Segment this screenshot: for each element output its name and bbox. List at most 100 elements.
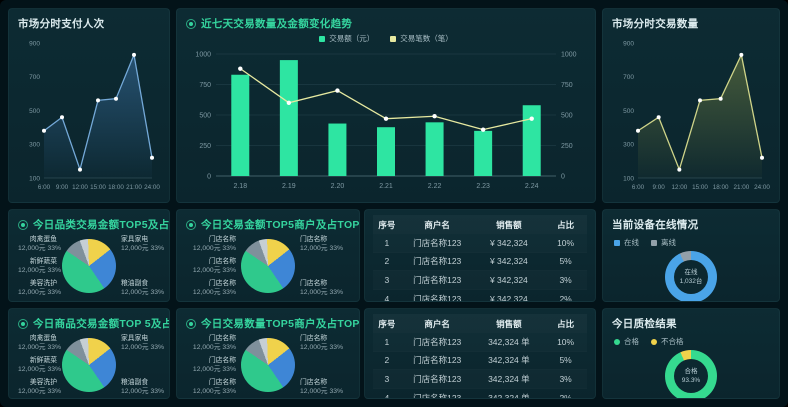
svg-text:100: 100 [623,175,634,182]
panel-title-merchant-count: 今日交易数量TOP5商户及占TOP5合计比例 [186,316,359,331]
device-online-donut-chart: 在线 1,032台 [665,251,717,301]
pie-label: 门店名称 12,000元 33% [186,235,236,253]
table-cell: 342,324 单 [488,355,530,366]
table-cell: 10% [557,336,575,347]
pie-label: 肉禽蛋鱼 12,000元 33% [18,334,62,352]
table-header-cell: 占比 [544,314,587,333]
pie-labels-right: 家具家电 12,000元 33% 粮油副食 12,000元 33% [121,235,164,297]
svg-text:300: 300 [29,142,40,149]
table-cell: 2 [384,355,390,366]
table-cell: ¥ 342,324 [489,237,528,248]
bullseye-icon [18,318,28,329]
week-trend-title-text: 近七天交易数量及金额变化趋势 [201,18,353,30]
bullseye-icon [18,219,28,230]
table-cell: 门店名称123 [413,256,462,267]
table-cell: 10% [557,237,575,248]
pie-label-name: 门店名称 [300,280,328,287]
pie-label-value: 12,000元 33% [300,388,344,395]
pie-label-name: 新鲜蔬菜 [29,258,57,265]
table-header-cell: 销售额 [474,215,545,234]
svg-text:0: 0 [207,173,211,180]
pie-label-value: 12,000元 33% [300,245,344,252]
pie-label-name: 门店名称 [300,236,328,243]
table-cell: 2 [384,256,390,267]
svg-text:2.18: 2.18 [233,183,247,190]
amount-table: 序号 商户名 销售额 占比 1 门店名称123 ¥ 342,324 10% 2 门店名称123 ¥ … [373,215,587,302]
quality-legend: 合格 不合格 [614,336,770,347]
panel-quality: 今日质检结果 合格 不合格 合格 93.3% [602,308,780,399]
donut-center-label: 合格 [684,368,698,375]
panel-title-payment-hourly: 市场分时支付人次 [18,18,105,30]
bullseye-icon [186,18,196,29]
pie-label-name: 门店名称 [208,280,236,287]
table-header-cell: 商户名 [401,215,474,234]
table-cell: 342,324 单 [488,373,530,384]
table-cell: 3% [559,274,572,285]
pie-label-value: 12,000元 33% [192,289,236,296]
pie-label: 门店名称 12,000元 33% [186,279,236,297]
pie-label: 门店名称 12,000元 33% [186,257,236,275]
svg-text:750: 750 [199,82,211,89]
table-cell: 门店名称123 [413,336,462,347]
pie-label: 门店名称 12,000元 33% [300,279,350,297]
pie-label-value: 12,000元 33% [18,388,62,395]
pie-label-value: 12,000元 33% [121,344,165,351]
svg-text:21:00: 21:00 [733,184,749,191]
pie-labels-right: 家具家电 12,000元 33% 粮油副食 12,000元 33% [121,334,165,396]
donut-center-label: 在线 [684,269,698,276]
count-legend-marker [390,35,397,42]
pie-label-value: 12,000元 33% [18,289,62,296]
legend-item-fail[interactable]: 不合格 [651,336,684,347]
row3-middle-group: 今日交易数量TOP5商户及占TOP5合计比例 门店名称12,000元 33%门店… [176,308,596,399]
pass-legend-marker [614,338,620,345]
table-cell: ¥ 342,324 [489,256,528,267]
svg-text:9:00: 9:00 [56,184,69,191]
legend-item-pass[interactable]: 合格 [614,336,639,347]
svg-text:15:00: 15:00 [692,184,708,191]
svg-text:9:00: 9:00 [653,184,666,191]
pie-label-name: 门店名称 [208,335,236,342]
svg-text:500: 500 [623,108,634,115]
panel-title-trade-hourly: 市场分时交易数量 [612,18,699,30]
pie-label: 门店名称 12,000元 33% [186,378,236,396]
table-cell: 1 [384,336,390,347]
pie-label: 美容洗护 12,000元 33% [18,279,62,297]
table-cell: 门店名称123 [413,392,462,399]
row2-middle-group: 今日交易金额TOP5商户及占TOP5合计比例 门店名称12,000元 33%门店… [176,209,596,302]
panel-week-trend: 近七天交易数量及金额变化趋势 交易额（元） 交易笔数（笔） 0 0 250 250 50… [176,8,596,203]
table-cell: 342,324 单 [488,336,530,347]
quality-donut-area: 合格 93.3% [612,350,770,398]
pie-label: 粮油副食 12,000元 33% [121,378,165,396]
table-row: 4 门店名称123 342,324 单 2% [373,388,587,399]
panel-merchant-count: 今日交易数量TOP5商户及占TOP5合计比例 门店名称12,000元 33%门店… [176,308,360,399]
pie-label-name: 肉禽蛋鱼 [29,335,57,342]
panel-device-online: 当前设备在线情况 在线 离线 在线 1,032台 [602,209,780,302]
legend-item-count[interactable]: 交易笔数（笔） [390,33,453,44]
panel-title-category-amount: 今日品类交易金额TOP5及占TOP5合计比例 [18,217,169,232]
pie-label-value: 12,000元 33% [121,388,165,395]
legend-item-amount[interactable]: 交易额（元） [319,33,374,44]
svg-text:2.19: 2.19 [282,183,296,190]
panel-title-goods-amount: 今日商品交易金额TOP 5及占TOP5合计比例 [18,316,169,331]
offline-legend-marker [651,239,657,246]
svg-text:0: 0 [561,173,565,180]
pass-legend-label: 合格 [624,337,639,346]
panel-merchant-amount: 今日交易金额TOP5商户及占TOP5合计比例 门店名称12,000元 33%门店… [176,209,360,302]
legend-item-offline[interactable]: 离线 [651,237,676,248]
category-amount-title-text: 今日品类交易金额TOP5及占TOP5合计比例 [33,219,170,231]
table-row: 4 门店名称123 ¥ 342,324 2% [373,289,587,301]
svg-text:24:00: 24:00 [144,184,160,191]
table-row: 2 门店名称123 ¥ 342,324 5% [373,252,587,271]
bullseye-icon [186,219,196,230]
legend-item-online[interactable]: 在线 [614,237,639,248]
pie-label: 家具家电 12,000元 33% [121,334,165,352]
pie-label-name: 美容洗护 [29,379,57,386]
table-row: 2 门店名称123 342,324 单 5% [373,351,587,370]
pie-label: 新鲜蔬菜 12,000元 33% [18,257,61,275]
table-cell: 门店名称123 [413,274,462,285]
pie-label-value: 12,000元 33% [18,344,62,351]
merchant-amount-pie-area: 门店名称 12,000元 33% 门店名称 12,000元 33% 门店名称 12,000… [186,235,350,297]
table-cell: 门店名称123 [413,355,462,366]
fail-legend-marker [651,338,657,345]
